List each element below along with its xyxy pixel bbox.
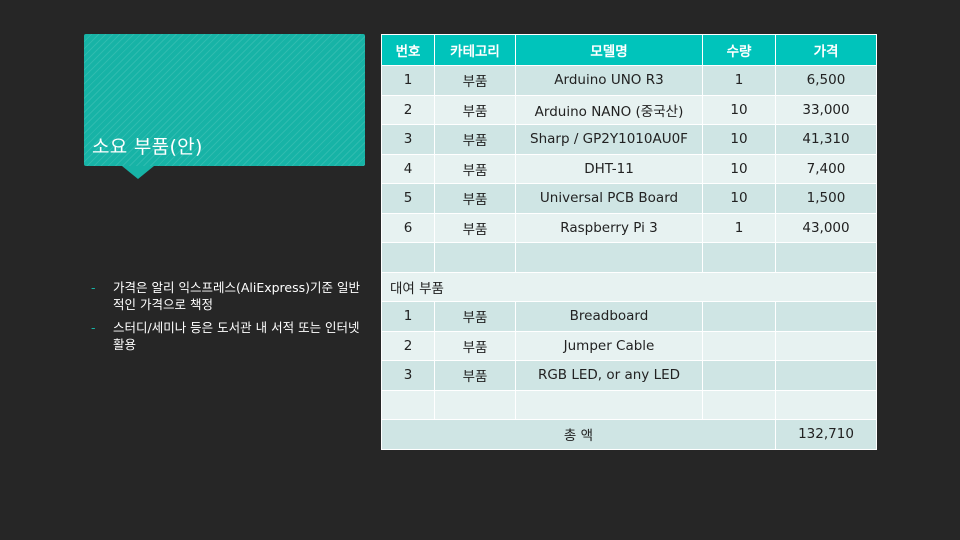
cell-number: 3 bbox=[381, 360, 435, 391]
cell-quantity: 10 bbox=[702, 183, 776, 214]
cell-quantity bbox=[702, 360, 776, 391]
cell-empty bbox=[381, 389, 435, 420]
cell-price: 41,310 bbox=[775, 124, 877, 155]
cell-model: DHT-11 bbox=[515, 153, 703, 184]
cell-model: Breadboard bbox=[515, 301, 703, 332]
table-row: 2 부품 Jumper Cable bbox=[381, 330, 877, 361]
cell-quantity: 10 bbox=[702, 94, 776, 125]
cell-empty bbox=[702, 242, 776, 273]
table-row: 3 부품 Sharp / GP2Y1010AU0F 10 41,310 bbox=[381, 124, 877, 155]
parts-table: 번호 카테고리 모델명 수량 가격 1 부품 Arduino UNO R3 1 … bbox=[381, 34, 877, 450]
header-category: 카테고리 bbox=[434, 34, 516, 66]
total-value: 132,710 bbox=[775, 419, 877, 450]
cell-quantity: 10 bbox=[702, 124, 776, 155]
note-item: - 가격은 알리 익스프레스(AliExpress)기준 일반적인 가격으로 책… bbox=[91, 279, 366, 313]
cell-number: 2 bbox=[381, 330, 435, 361]
cell-empty bbox=[434, 389, 516, 420]
cell-model: RGB LED, or any LED bbox=[515, 360, 703, 391]
cell-category: 부품 bbox=[434, 124, 516, 155]
cell-empty bbox=[515, 242, 703, 273]
cell-number: 1 bbox=[381, 65, 435, 96]
cell-category: 부품 bbox=[434, 183, 516, 214]
bullet-dash-icon: - bbox=[91, 280, 96, 295]
cell-empty bbox=[702, 389, 776, 420]
cell-price bbox=[775, 330, 877, 361]
cell-model: Jumper Cable bbox=[515, 330, 703, 361]
cell-price: 7,400 bbox=[775, 153, 877, 184]
cell-category: 부품 bbox=[434, 360, 516, 391]
cell-model: Arduino NANO (중국산) bbox=[515, 94, 703, 125]
cell-empty bbox=[381, 242, 435, 273]
title-banner-pointer bbox=[122, 166, 154, 179]
cell-number: 1 bbox=[381, 301, 435, 332]
cell-category: 부품 bbox=[434, 94, 516, 125]
cell-category: 부품 bbox=[434, 330, 516, 361]
table-row-empty bbox=[381, 389, 877, 420]
cell-category: 부품 bbox=[434, 212, 516, 243]
cell-number: 5 bbox=[381, 183, 435, 214]
table-row: 6 부품 Raspberry Pi 3 1 43,000 bbox=[381, 212, 877, 243]
slide-title: 소요 부품(안) bbox=[92, 136, 203, 158]
table-row: 5 부품 Universal PCB Board 10 1,500 bbox=[381, 183, 877, 214]
header-number: 번호 bbox=[381, 34, 435, 66]
table-row: 1 부품 Breadboard bbox=[381, 301, 877, 332]
cell-price bbox=[775, 360, 877, 391]
cell-empty bbox=[775, 389, 877, 420]
table-header-row: 번호 카테고리 모델명 수량 가격 bbox=[381, 34, 877, 66]
cell-quantity: 10 bbox=[702, 153, 776, 184]
cell-price bbox=[775, 301, 877, 332]
table-row: 1 부품 Arduino UNO R3 1 6,500 bbox=[381, 65, 877, 96]
cell-model: Arduino UNO R3 bbox=[515, 65, 703, 96]
total-label: 총 액 bbox=[381, 419, 776, 450]
header-quantity: 수량 bbox=[702, 34, 776, 66]
bullet-dash-icon: - bbox=[91, 320, 96, 335]
title-banner: 소요 부품(안) bbox=[84, 34, 365, 179]
note-item: - 스터디/세미나 등은 도서관 내 서적 또는 인터넷 활용 bbox=[91, 319, 366, 353]
table-row: 2 부품 Arduino NANO (중국산) 10 33,000 bbox=[381, 94, 877, 125]
table-row: 3 부품 RGB LED, or any LED bbox=[381, 360, 877, 391]
notes-list: - 가격은 알리 익스프레스(AliExpress)기준 일반적인 가격으로 책… bbox=[91, 279, 366, 359]
cell-price: 43,000 bbox=[775, 212, 877, 243]
cell-empty bbox=[515, 389, 703, 420]
table-row: 4 부품 DHT-11 10 7,400 bbox=[381, 153, 877, 184]
cell-price: 1,500 bbox=[775, 183, 877, 214]
cell-number: 6 bbox=[381, 212, 435, 243]
cell-quantity bbox=[702, 330, 776, 361]
cell-number: 2 bbox=[381, 94, 435, 125]
table-row-empty bbox=[381, 242, 877, 273]
cell-category: 부품 bbox=[434, 153, 516, 184]
cell-category: 부품 bbox=[434, 301, 516, 332]
total-row: 총 액 132,710 bbox=[381, 419, 877, 450]
rental-section-row: 대여 부품 bbox=[381, 271, 877, 302]
cell-quantity: 1 bbox=[702, 65, 776, 96]
note-text: 가격은 알리 익스프레스(AliExpress)기준 일반적인 가격으로 책정 bbox=[113, 280, 360, 312]
cell-category: 부품 bbox=[434, 65, 516, 96]
cell-model: Raspberry Pi 3 bbox=[515, 212, 703, 243]
cell-price: 33,000 bbox=[775, 94, 877, 125]
note-text: 스터디/세미나 등은 도서관 내 서적 또는 인터넷 활용 bbox=[113, 320, 360, 352]
cell-model: Sharp / GP2Y1010AU0F bbox=[515, 124, 703, 155]
cell-price: 6,500 bbox=[775, 65, 877, 96]
header-model: 모델명 bbox=[515, 34, 703, 66]
cell-model: Universal PCB Board bbox=[515, 183, 703, 214]
cell-number: 3 bbox=[381, 124, 435, 155]
cell-quantity: 1 bbox=[702, 212, 776, 243]
cell-empty bbox=[434, 242, 516, 273]
header-price: 가격 bbox=[775, 34, 877, 66]
cell-empty bbox=[775, 242, 877, 273]
cell-number: 4 bbox=[381, 153, 435, 184]
cell-quantity bbox=[702, 301, 776, 332]
rental-section-label: 대여 부품 bbox=[381, 271, 877, 302]
